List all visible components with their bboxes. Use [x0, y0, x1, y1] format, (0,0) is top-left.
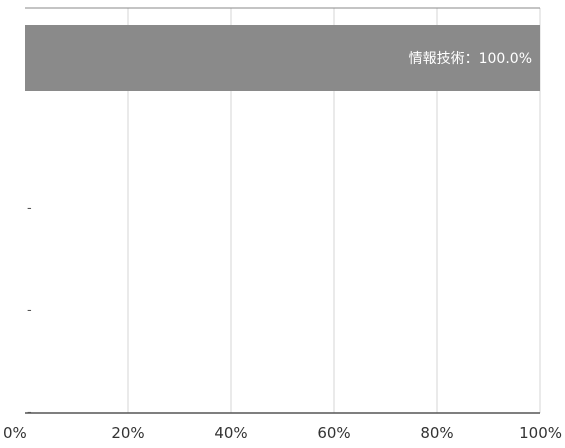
bar — [25, 25, 540, 91]
bars — [25, 25, 540, 91]
labels: 0% 20% 40% 60% 80% 100% 情報技術：100.0% - - - — [3, 51, 562, 442]
empty-category-marker: - — [27, 303, 32, 318]
x-tick-label: 20% — [111, 424, 144, 442]
empty-category-marker: - — [27, 201, 32, 216]
axes — [25, 7, 540, 414]
x-tick-label: 0% — [3, 424, 27, 442]
empty-category-marker: - — [27, 405, 32, 420]
bar-data-label: 情報技術：100.0% — [409, 51, 532, 67]
x-tick-label: 80% — [420, 424, 453, 442]
x-tick-label: 60% — [317, 424, 350, 442]
x-tick-label: 40% — [214, 424, 247, 442]
x-tick-label: 100% — [519, 424, 562, 442]
